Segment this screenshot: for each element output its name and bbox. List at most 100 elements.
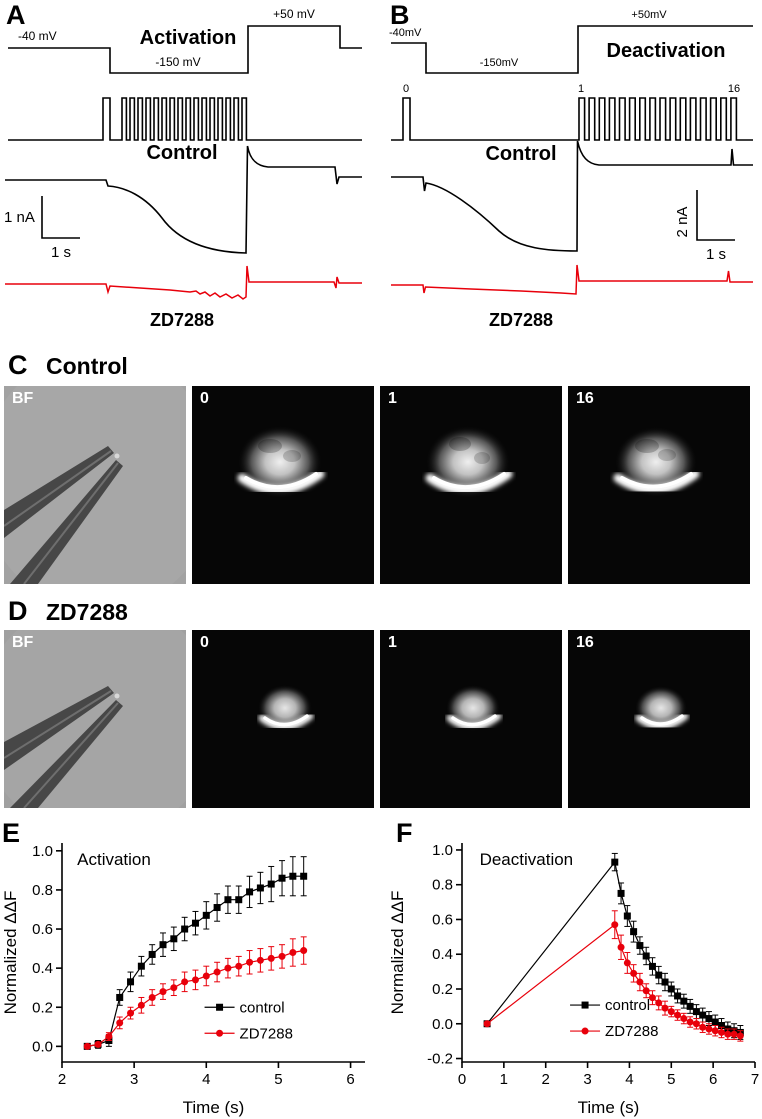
image-label-0: 0 [200, 390, 209, 407]
light-pulse-train [8, 97, 362, 141]
deactivation-chart: 0 1 2 3 4 5 6 7 -0.2 0.0 0.2 0.4 0.6 0.8 1.0 Time (s) No… [388, 842, 759, 1117]
data-point [224, 964, 232, 972]
control-current-trace [391, 140, 753, 252]
control-label: Control [485, 143, 556, 165]
image-label-bf: BF [12, 634, 34, 651]
data-point [246, 958, 254, 966]
data-point [617, 943, 625, 951]
y-tick-label: 1.0 [32, 843, 53, 860]
data-point [617, 889, 625, 897]
data-point [116, 993, 124, 1001]
fluorescence-image-16: 16 [568, 630, 750, 808]
y-tick-label: 0.6 [32, 921, 53, 938]
panel-b-traces: -40mV -150mV +50mV Deactivation 0 1 16 C… [389, 9, 753, 330]
y-axis-label: Normalized ΔΔF [1, 891, 20, 1015]
x-tick-label: 0 [458, 1071, 466, 1088]
fluorescence-image-16: 16 [568, 386, 750, 584]
y-tick-label: 0.4 [432, 946, 453, 963]
image-label-16: 16 [576, 390, 594, 407]
data-point [623, 912, 631, 920]
fluorescence-micrograph [192, 630, 374, 808]
y-axis-label: Normalized ΔΔF [388, 891, 407, 1015]
data-point [661, 978, 669, 986]
control-label: Control [146, 142, 217, 164]
x-tick-label: 5 [274, 1071, 282, 1088]
data-point [674, 1011, 682, 1019]
image-label-0: 0 [200, 634, 209, 651]
data-point [661, 1004, 669, 1012]
data-point [623, 959, 631, 967]
data-point [181, 978, 189, 986]
data-point [159, 941, 167, 949]
data-point [674, 992, 682, 1000]
legend-label: ZD7288 [605, 1023, 658, 1040]
zd7288-current-trace [391, 264, 753, 295]
x-axis-label: Time (s) [578, 1098, 640, 1117]
x-tick-label: 5 [667, 1071, 675, 1088]
data-point [692, 1020, 700, 1028]
fluorescence-micrograph [568, 386, 750, 584]
control-current-trace [5, 145, 362, 254]
panel-e-letter: E [2, 818, 21, 848]
zd7288-label: ZD7288 [489, 310, 553, 330]
fluorescence-micrograph [192, 386, 374, 584]
data-point [630, 969, 638, 977]
y-tick-label: 0.0 [32, 1038, 53, 1055]
data-point [642, 952, 650, 960]
data-point [137, 962, 145, 970]
y-tick-label: 0.6 [432, 911, 453, 928]
label-plus50mv: +50 mV [273, 7, 315, 21]
data-point [680, 1015, 688, 1023]
data-point [705, 1015, 713, 1023]
data-point [191, 919, 199, 927]
data-point [699, 1011, 707, 1019]
fluorescence-micrograph [380, 630, 562, 808]
x-tick-label: 7 [751, 1071, 759, 1088]
scalebar-current-label: 1 nA [4, 209, 35, 226]
label-minus40mv: -40mV [389, 27, 422, 39]
x-tick-label: 2 [542, 1071, 550, 1088]
scalebar-current-label: 2 nA [674, 207, 691, 238]
data-point [289, 872, 297, 880]
y-tick-label: 0.0 [432, 1016, 453, 1033]
panel-d-title: ZD7288 [46, 599, 128, 625]
x-tick-label: 3 [130, 1071, 138, 1088]
data-point [246, 888, 254, 896]
legend-label: ZD7288 [240, 1025, 293, 1042]
scalebar-time-label: 1 s [706, 246, 726, 263]
plot-title: Activation [77, 850, 151, 869]
data-point [699, 1023, 707, 1031]
data-point [127, 1009, 135, 1017]
x-tick-label: 6 [346, 1071, 354, 1088]
data-point [256, 956, 264, 964]
data-point [655, 999, 663, 1007]
data-point [148, 993, 156, 1001]
pulse-1-label: 1 [578, 83, 584, 95]
data-point [680, 997, 688, 1005]
x-tick-label: 3 [583, 1071, 591, 1088]
fluorescence-micrograph [568, 630, 750, 808]
panel-a-letter: A [6, 0, 26, 30]
data-point [278, 874, 286, 882]
data-point [300, 947, 308, 955]
data-point [148, 950, 156, 958]
data-point [289, 949, 297, 956]
panel-b-letter: B [390, 0, 410, 30]
data-point [235, 962, 243, 970]
data-point [630, 928, 638, 936]
data-point [267, 880, 275, 888]
data-point [170, 984, 178, 992]
fluorescence-micrograph [380, 386, 562, 584]
light-pulse-train [391, 97, 753, 141]
data-point [116, 1019, 124, 1027]
data-point [692, 1008, 700, 1016]
label-plus50mv: +50mV [631, 9, 667, 21]
data-point [213, 968, 221, 976]
fluorescence-image-0: 0 [192, 630, 374, 808]
data-point [711, 1027, 719, 1035]
panel-c-letter: C [8, 350, 28, 380]
brightfield-micrograph [0, 598, 219, 838]
panel-c-image-row: BF 0 1 [0, 351, 750, 611]
panel-f-letter: F [396, 818, 413, 848]
data-point [105, 1033, 113, 1041]
